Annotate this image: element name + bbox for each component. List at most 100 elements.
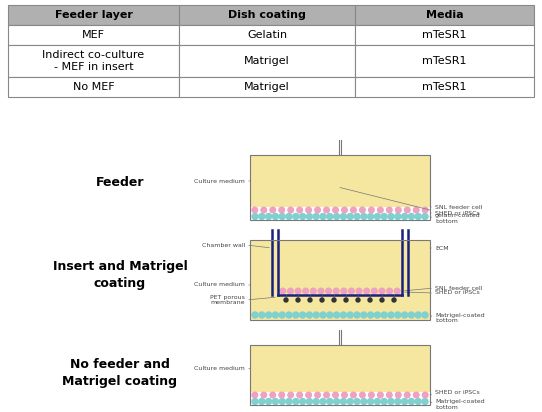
Circle shape — [367, 398, 373, 405]
Bar — [250, 240, 430, 320]
Circle shape — [354, 398, 360, 405]
Circle shape — [261, 392, 267, 398]
Circle shape — [306, 312, 312, 318]
Bar — [355, 25, 534, 45]
Circle shape — [415, 213, 421, 220]
Circle shape — [347, 398, 353, 405]
Text: SNL feeder cell: SNL feeder cell — [435, 286, 482, 290]
Circle shape — [293, 312, 299, 318]
Circle shape — [361, 213, 367, 220]
Circle shape — [422, 312, 428, 318]
Circle shape — [369, 392, 374, 398]
Bar — [8, 5, 179, 25]
Circle shape — [395, 398, 401, 405]
Circle shape — [327, 213, 333, 220]
Circle shape — [395, 288, 400, 294]
Circle shape — [306, 392, 312, 398]
Circle shape — [404, 392, 410, 398]
Circle shape — [340, 213, 346, 220]
Circle shape — [341, 288, 347, 294]
Circle shape — [315, 207, 320, 213]
Circle shape — [422, 207, 428, 213]
Text: mTeSR1: mTeSR1 — [422, 30, 467, 40]
Circle shape — [340, 398, 346, 405]
Circle shape — [422, 398, 428, 405]
Circle shape — [378, 207, 383, 213]
Circle shape — [280, 288, 286, 294]
Circle shape — [303, 288, 308, 294]
Text: Culture medium: Culture medium — [194, 283, 245, 288]
Circle shape — [252, 207, 257, 213]
Circle shape — [296, 298, 300, 302]
Bar — [8, 45, 179, 77]
Circle shape — [293, 213, 299, 220]
Text: Matrigel: Matrigel — [244, 82, 290, 92]
Circle shape — [332, 298, 336, 302]
Circle shape — [261, 207, 267, 213]
Bar — [250, 240, 430, 320]
Circle shape — [288, 207, 293, 213]
Circle shape — [315, 392, 320, 398]
Circle shape — [279, 392, 285, 398]
Circle shape — [386, 207, 392, 213]
Circle shape — [379, 288, 385, 294]
Circle shape — [320, 213, 326, 220]
Text: SNL feeder cell: SNL feeder cell — [435, 204, 482, 209]
Text: Chamber wall: Chamber wall — [202, 243, 245, 248]
Circle shape — [361, 312, 367, 318]
Text: Media: Media — [426, 10, 463, 20]
Circle shape — [351, 392, 356, 398]
Bar — [8, 77, 179, 97]
Text: Dish coating: Dish coating — [228, 10, 306, 20]
Circle shape — [375, 312, 380, 318]
Text: Gelatin: Gelatin — [247, 30, 287, 40]
Bar — [250, 345, 430, 392]
Text: No MEF: No MEF — [73, 82, 114, 92]
Circle shape — [415, 312, 421, 318]
Circle shape — [279, 207, 285, 213]
Text: Insert and Matrigel
coating: Insert and Matrigel coating — [53, 260, 188, 290]
Circle shape — [354, 213, 360, 220]
Circle shape — [371, 288, 377, 294]
Bar — [179, 25, 355, 45]
Circle shape — [273, 312, 279, 318]
Circle shape — [273, 213, 279, 220]
Bar — [179, 5, 355, 25]
Text: mTeSR1: mTeSR1 — [422, 56, 467, 66]
Bar — [250, 155, 430, 207]
Circle shape — [341, 207, 347, 213]
Text: Feeder: Feeder — [96, 176, 144, 189]
Bar — [250, 155, 430, 220]
Bar — [355, 5, 534, 25]
Circle shape — [364, 288, 370, 294]
Circle shape — [259, 213, 265, 220]
Circle shape — [415, 398, 421, 405]
Circle shape — [327, 312, 333, 318]
Circle shape — [306, 398, 312, 405]
Circle shape — [273, 398, 279, 405]
Circle shape — [252, 398, 258, 405]
Circle shape — [347, 312, 353, 318]
Circle shape — [356, 288, 362, 294]
Circle shape — [300, 398, 306, 405]
Circle shape — [402, 213, 408, 220]
Circle shape — [367, 312, 373, 318]
Circle shape — [313, 312, 319, 318]
Circle shape — [333, 398, 340, 405]
Circle shape — [270, 207, 275, 213]
Circle shape — [333, 288, 339, 294]
Circle shape — [279, 213, 285, 220]
Circle shape — [313, 213, 319, 220]
Circle shape — [375, 213, 380, 220]
Circle shape — [293, 398, 299, 405]
Circle shape — [402, 398, 408, 405]
Circle shape — [381, 312, 387, 318]
Circle shape — [351, 207, 356, 213]
Circle shape — [388, 312, 394, 318]
Circle shape — [422, 213, 428, 220]
Circle shape — [252, 213, 258, 220]
Bar — [179, 77, 355, 97]
Text: Culture medium: Culture medium — [194, 178, 245, 183]
Circle shape — [279, 312, 285, 318]
Circle shape — [375, 398, 380, 405]
